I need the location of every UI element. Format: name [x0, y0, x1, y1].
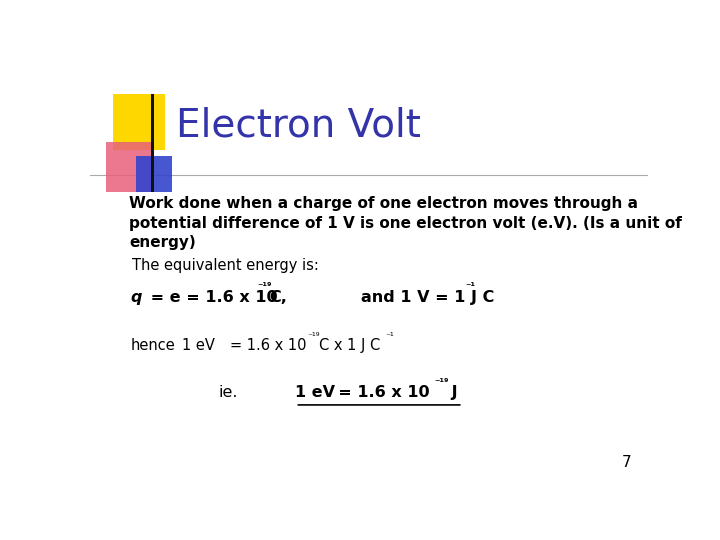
Text: C,: C, [270, 290, 287, 305]
Text: 1 eV: 1 eV [182, 338, 215, 353]
Bar [150, 94, 154, 192]
Text: and 1 V = 1 J C: and 1 V = 1 J C [361, 290, 494, 305]
Text: ⁻¹: ⁻¹ [386, 332, 395, 341]
Text: ⁻¹⁹: ⁻¹⁹ [258, 282, 272, 292]
Text: ⁻¹⁹: ⁻¹⁹ [434, 378, 449, 388]
Text: 1 eV: 1 eV [295, 386, 336, 401]
Text: ⁻¹: ⁻¹ [465, 282, 475, 292]
Text: q: q [130, 290, 142, 305]
Text: Electron Volt: Electron Volt [176, 106, 421, 144]
Text: J: J [446, 386, 458, 401]
Text: C x 1 J C: C x 1 J C [319, 338, 380, 353]
Bar [114, 94, 166, 150]
Text: 7: 7 [621, 455, 631, 470]
Text: = e = 1.6 x 10: = e = 1.6 x 10 [145, 290, 277, 305]
Text: Work done when a charge of one electron moves through a
potential difference of : Work done when a charge of one electron … [129, 196, 682, 251]
Text: hence: hence [130, 338, 175, 353]
Bar [106, 141, 153, 192]
Text: ⁻¹⁹: ⁻¹⁹ [307, 332, 320, 341]
Text: = 1.6 x 10: = 1.6 x 10 [327, 386, 430, 401]
Bar [136, 156, 172, 192]
Text: = 1.6 x 10: = 1.6 x 10 [230, 338, 306, 353]
Text: The equivalent energy is:: The equivalent energy is: [132, 258, 319, 273]
Text: ie.: ie. [218, 386, 238, 401]
